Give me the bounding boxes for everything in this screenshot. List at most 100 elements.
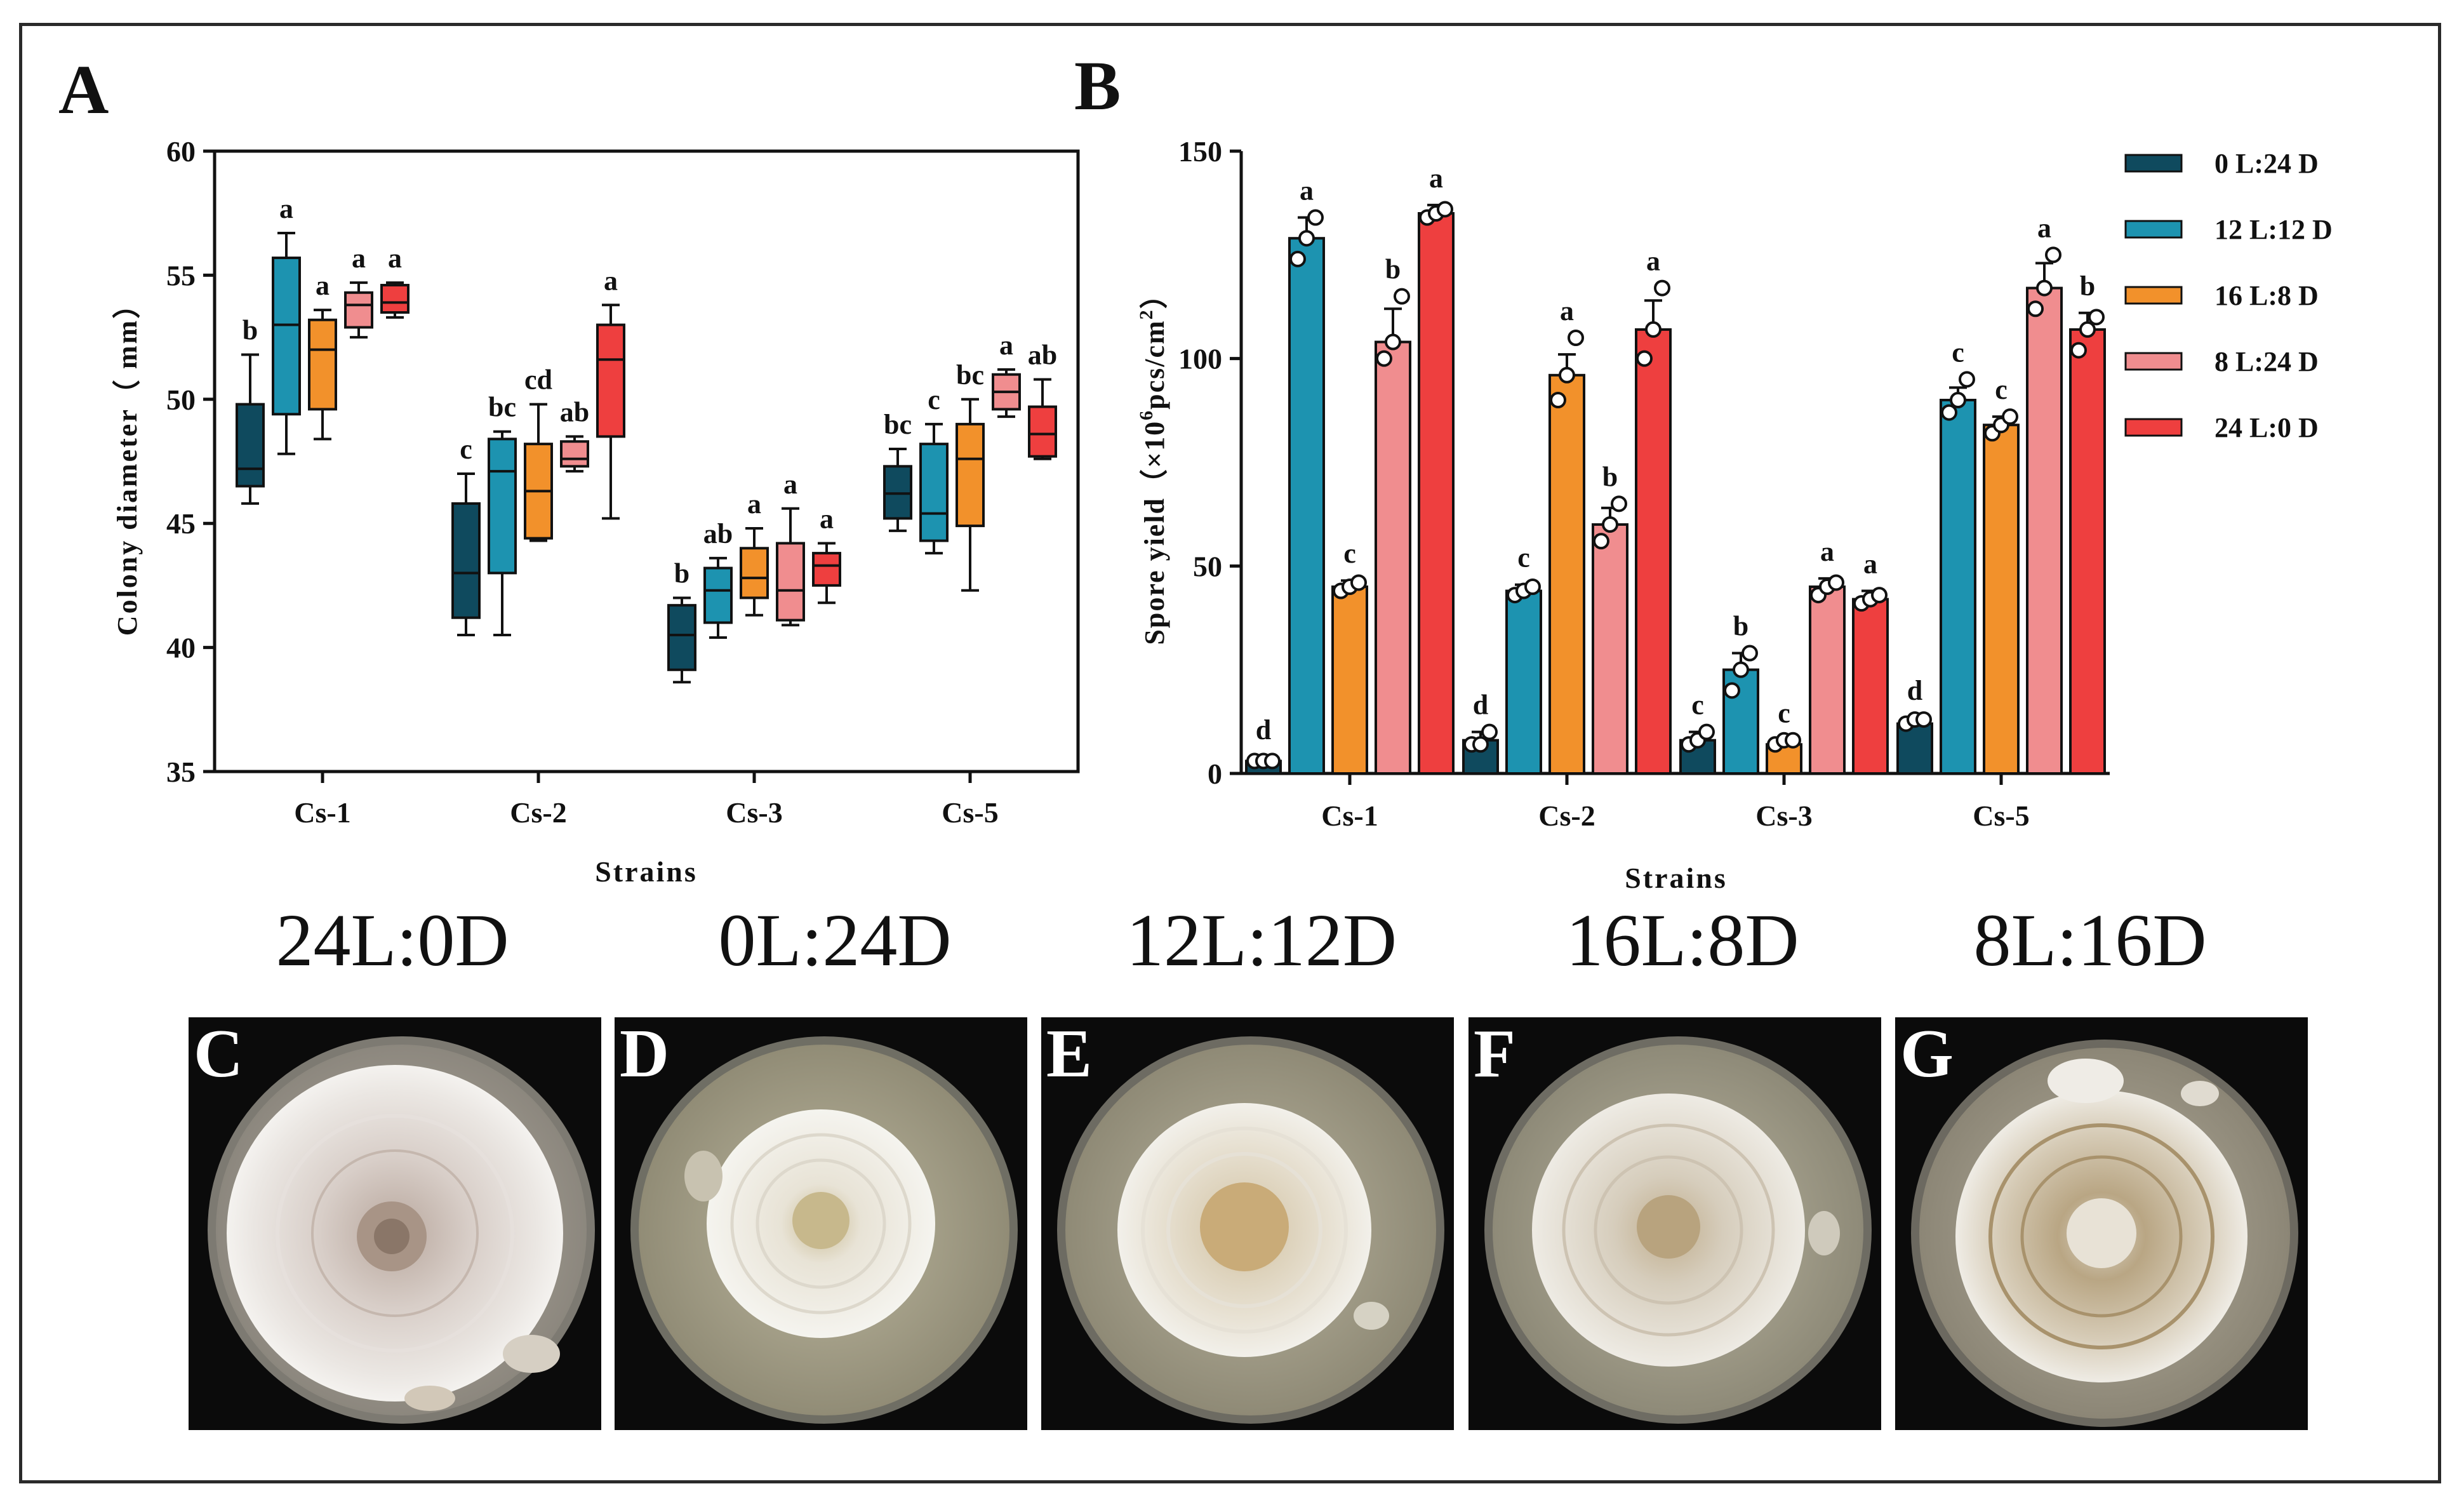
bar (1635, 328, 1672, 775)
data-point (1289, 250, 1306, 267)
legend-label: 0 L:24 D (2214, 148, 2319, 179)
significance-label: a (1560, 295, 1574, 326)
photo-letter-f: F (1474, 1017, 1515, 1092)
x-tick-label-b: Cs-2 (1538, 799, 1595, 832)
data-point (2079, 321, 2096, 338)
x-tick-label-b: Cs-1 (1321, 799, 1378, 832)
significance-label: d (1473, 690, 1488, 721)
significance-label: a (352, 243, 366, 274)
petri-dish-image (208, 1036, 595, 1424)
box (272, 257, 301, 416)
legend-label: 16 L:8 D (2214, 280, 2319, 311)
data-point (1602, 516, 1618, 533)
x-tick-label-a: Cs-3 (726, 796, 782, 829)
data-point (2070, 342, 2087, 359)
data-point (2045, 246, 2061, 264)
petri-dish-image (1484, 1036, 1872, 1424)
y-tick-label-a: 50 (166, 384, 196, 416)
condition-label-c: 24L:0D (276, 899, 509, 982)
y-tick-label-a: 40 (166, 632, 196, 664)
plot-area-a (213, 149, 1080, 773)
significance-label: a (999, 330, 1013, 361)
box (1028, 405, 1057, 458)
box (451, 502, 481, 619)
data-point (1959, 371, 1975, 388)
box (667, 604, 696, 671)
petri-dish-image (1057, 1036, 1444, 1424)
box (812, 552, 841, 587)
x-axis-title-b: Strains (1625, 862, 1728, 894)
bar (1375, 340, 1411, 775)
legend-swatch (2124, 352, 2183, 371)
significance-label: c (1778, 698, 1790, 729)
significance-label: b (243, 314, 258, 345)
y-tick-label-a: 45 (166, 507, 196, 540)
x-tick-label-a: Cs-2 (510, 796, 566, 829)
x-axis-a: Cs-1 Cs-2 Cs-3 Cs-5 (294, 772, 999, 829)
legend: 0 L:24 D 12 L:12 D 16 L:8 D 8 L:24 D 24 L:0 … (2124, 148, 2333, 443)
significance-label: b (1602, 461, 1618, 492)
data-point (1950, 392, 1966, 408)
data-point (1376, 350, 1392, 367)
petri-dish-image (630, 1036, 1018, 1424)
bar (1809, 585, 1846, 775)
bar (1505, 589, 1542, 775)
condition-label-g: 8L:16D (1973, 899, 2207, 982)
y-title-b-suffix: ） (1139, 279, 1170, 309)
box (596, 323, 625, 438)
significance-label: ab (560, 396, 589, 427)
y-axis-b: 0 50 100 150 (1178, 135, 1241, 790)
y-title-b-exp: 6 (1136, 410, 1157, 420)
photo-letter-c: C (194, 1017, 243, 1092)
data-point (1394, 288, 1410, 305)
bar (1548, 373, 1585, 775)
legend-label: 12 L:12 D (2214, 214, 2333, 245)
significance-label: b (2080, 271, 2095, 302)
bar (2026, 286, 2063, 775)
data-point (1298, 230, 1315, 247)
data-point (1524, 579, 1541, 595)
significance-label: c (1343, 538, 1356, 569)
data-point (2002, 408, 2018, 425)
y-tick-label-b: 50 (1193, 550, 1222, 582)
significance-label: ab (703, 518, 733, 549)
data-point (1611, 495, 1627, 512)
legend-label: 24 L:0 D (2214, 412, 2319, 443)
data-point (1264, 752, 1281, 770)
panel-label-b: B (1074, 47, 1121, 124)
y-tick-label-b: 0 (1208, 758, 1222, 790)
box (919, 443, 949, 542)
y-tick-label-a: 60 (166, 135, 196, 168)
photo-letter-g: G (1900, 1017, 1954, 1092)
data-point (1481, 723, 1498, 740)
data-point (1350, 574, 1367, 591)
petri-dish-image (1911, 1040, 2298, 1427)
bar (1852, 598, 1889, 775)
significance-label: bc (884, 409, 912, 440)
significance-label: bc (488, 392, 516, 423)
data-point (1568, 330, 1584, 346)
significance-label: b (1733, 611, 1748, 642)
data-point (1654, 279, 1670, 297)
box (776, 542, 805, 622)
significance-label: a (2037, 212, 2051, 243)
significance-label: a (279, 193, 293, 224)
photo-panel-e: E (1041, 1017, 1454, 1430)
data-point (1437, 201, 1453, 218)
bar (1418, 212, 1455, 775)
significance-label: c (928, 384, 940, 415)
y-axis-a: 35 40 45 50 55 60 (166, 135, 215, 788)
box (344, 291, 373, 329)
x-axis-b: Cs-1 Cs-2 Cs-3 Cs-5 (1321, 773, 2030, 832)
data-point (1915, 711, 1932, 728)
bar (1592, 523, 1628, 775)
photo-letter-d: D (620, 1017, 669, 1092)
data-point (1785, 732, 1801, 749)
bar (1940, 399, 1976, 775)
condition-label-d: 0L:24D (718, 899, 952, 982)
significance-label: a (316, 270, 330, 301)
significance-label: d (1907, 675, 1922, 706)
significance-label: a (1300, 175, 1314, 206)
